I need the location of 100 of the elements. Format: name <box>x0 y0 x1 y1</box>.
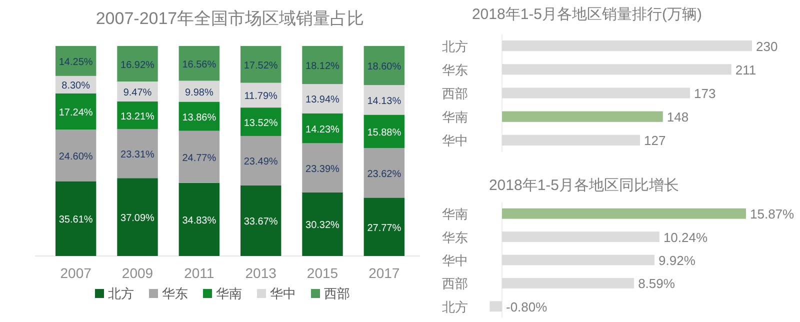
bar <box>502 278 634 288</box>
bar <box>364 198 405 256</box>
bar <box>364 46 405 86</box>
y-tick-label: 西部 <box>442 276 468 292</box>
bar <box>490 301 502 312</box>
data-label: 9.98% <box>184 87 214 98</box>
bar <box>55 181 96 256</box>
bar <box>502 64 732 75</box>
bar <box>240 108 282 136</box>
data-label: 148 <box>666 110 689 125</box>
data-label: 23.49% <box>244 156 278 168</box>
bar <box>55 93 96 130</box>
bar <box>302 113 343 144</box>
y-tick-label: 华中 <box>442 253 468 268</box>
bar <box>178 102 220 131</box>
data-label: 13.94% <box>306 94 340 106</box>
data-label: 13.52% <box>244 118 278 129</box>
data-label: 13.21% <box>120 111 155 122</box>
data-label: 16.56% <box>182 59 216 70</box>
legend-label: 西部 <box>324 286 350 301</box>
data-label: 37.09% <box>120 213 155 224</box>
y-tick-label: 西部 <box>442 86 468 101</box>
bar <box>302 84 343 114</box>
y-tick-label: 华东 <box>442 62 468 78</box>
bar <box>502 232 660 242</box>
data-label: 11.79% <box>244 91 278 102</box>
x-tick-label: 2009 <box>122 265 154 281</box>
bar <box>502 134 640 146</box>
legend-label: 华东 <box>162 286 188 301</box>
bar <box>240 46 282 83</box>
data-label: -0.80% <box>506 299 548 314</box>
data-label: 24.77% <box>182 152 216 164</box>
data-label: 8.30% <box>62 80 90 92</box>
data-label: 9.92% <box>658 253 696 268</box>
data-label: 8.59% <box>638 276 676 292</box>
bar <box>240 185 282 256</box>
x-tick-label: 2013 <box>245 265 277 281</box>
data-label: 9.47% <box>123 87 152 98</box>
data-label: 10.24% <box>663 230 708 245</box>
bar <box>502 254 655 266</box>
x-tick-label: 2017 <box>368 265 400 281</box>
data-label: 15.87% <box>750 206 795 222</box>
data-label: 17.24% <box>58 107 93 118</box>
legend-label: 华中 <box>270 286 296 301</box>
x-tick-label: 2007 <box>60 265 92 281</box>
data-label: 211 <box>735 62 756 78</box>
data-label: 33.67% <box>244 216 278 228</box>
bar <box>364 85 405 115</box>
y-tick-label: 华南 <box>442 206 468 222</box>
data-label: 23.39% <box>306 164 340 175</box>
y-tick-label: 华东 <box>442 230 468 245</box>
bar <box>117 129 158 178</box>
bar <box>364 114 405 148</box>
data-label: 30.32% <box>306 220 340 232</box>
data-label: 17.52% <box>244 60 278 72</box>
data-label: 35.61% <box>58 214 93 226</box>
x-tick-label: 2015 <box>306 265 338 281</box>
data-label: 127 <box>644 133 666 148</box>
data-label: 34.83% <box>182 215 216 226</box>
legend-label: 华南 <box>216 286 242 301</box>
data-label: 230 <box>756 38 778 54</box>
bar <box>178 46 220 81</box>
x-tick-label: 2011 <box>184 265 214 281</box>
data-label: 173 <box>694 86 716 101</box>
bar <box>117 101 158 130</box>
bar <box>55 130 96 182</box>
bar <box>117 82 158 102</box>
bar <box>178 130 220 183</box>
bar <box>178 182 220 256</box>
legend-label: 北方 <box>108 286 134 301</box>
data-label: 23.31% <box>120 150 155 161</box>
bar <box>502 208 746 219</box>
data-label: 13.86% <box>182 112 216 124</box>
bar <box>364 148 405 198</box>
bar <box>117 46 158 82</box>
data-label: 16.92% <box>120 60 155 71</box>
bar <box>502 88 690 98</box>
data-label: 14.13% <box>367 96 402 107</box>
data-label: 15.88% <box>367 127 402 138</box>
chart-title: 2018年1-5月各地区同比增长 <box>488 177 680 194</box>
bar <box>55 46 96 76</box>
bar <box>502 40 752 52</box>
y-tick-label: 北方 <box>442 38 468 54</box>
bar <box>302 192 343 256</box>
data-label: 27.77% <box>367 222 402 234</box>
y-tick-label: 华中 <box>442 133 468 148</box>
chart-title: 2018年1-5月各地区销量排行(万辆) <box>472 6 702 23</box>
bar <box>240 136 282 186</box>
bar <box>117 178 158 256</box>
y-tick-label: 华南 <box>442 110 468 125</box>
data-label: 23.62% <box>367 168 402 180</box>
y-tick-label: 北方 <box>442 299 468 314</box>
bar <box>302 143 343 192</box>
chart-title: 2007-2017年全国市场区域销量占比 <box>96 9 364 28</box>
bar <box>502 111 663 122</box>
data-label: 24.60% <box>58 151 93 162</box>
data-label: 14.25% <box>58 56 93 68</box>
data-label: 18.60% <box>367 62 402 73</box>
data-label: 14.23% <box>306 124 340 136</box>
bar <box>302 46 343 84</box>
